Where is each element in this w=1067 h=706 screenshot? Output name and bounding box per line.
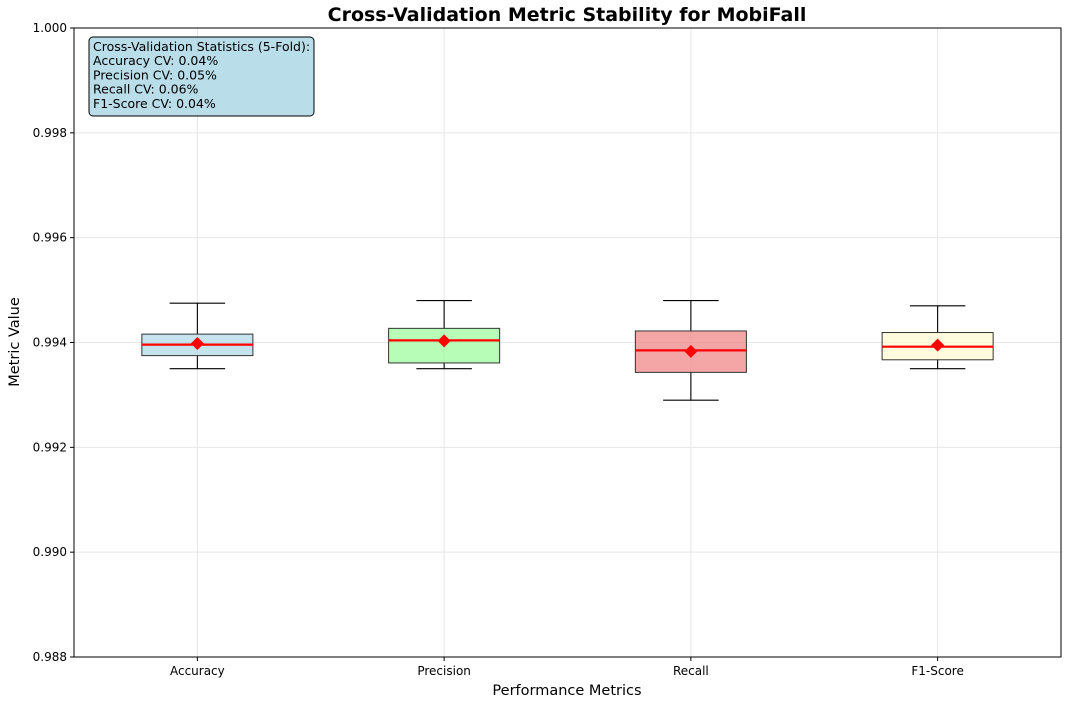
y-axis-label: Metric Value xyxy=(7,297,23,387)
x-axis-label: Performance Metrics xyxy=(492,683,641,699)
mean-marker xyxy=(684,344,698,358)
y-tick-label: 0.996 xyxy=(33,231,67,245)
y-axis: 0.988 0.990 0.992 0.994 0.996 0.998 1.000 xyxy=(33,21,74,664)
y-tick-label: 0.988 xyxy=(33,650,67,664)
box-plot-accuracy xyxy=(141,302,254,370)
x-tick-label: F1-Score xyxy=(911,664,963,678)
box-plots xyxy=(141,300,994,401)
y-tick-label: 1.000 xyxy=(33,21,67,35)
x-tick-label: Recall xyxy=(673,664,709,678)
stats-line: Accuracy CV: 0.04% xyxy=(93,53,218,68)
x-axis: Accuracy Precision Recall F1-Score xyxy=(170,657,964,678)
box-plot-f1-score xyxy=(881,305,994,370)
box-plot-recall xyxy=(634,300,747,401)
stats-line: F1-Score CV: 0.04% xyxy=(93,96,216,111)
y-tick-label: 0.990 xyxy=(33,545,67,559)
y-tick-label: 0.994 xyxy=(33,336,67,350)
stats-line: Recall CV: 0.06% xyxy=(93,82,199,97)
y-tick-label: 0.998 xyxy=(33,126,67,140)
box-plot-precision xyxy=(388,300,501,370)
stats-line: Cross-Validation Statistics (5-Fold): xyxy=(93,39,310,54)
x-tick-label: Accuracy xyxy=(170,664,225,678)
stats-box-background xyxy=(88,36,315,117)
mean-marker xyxy=(437,334,451,348)
mean-marker xyxy=(190,337,204,351)
y-tick-label: 0.992 xyxy=(33,440,67,454)
mean-marker xyxy=(931,338,945,352)
x-tick-label: Precision xyxy=(417,664,471,678)
stats-line: Precision CV: 0.05% xyxy=(93,67,217,82)
chart-title: Cross-Validation Metric Stability for Mo… xyxy=(328,4,807,26)
stats-box: Cross-Validation Statistics (5-Fold):Acc… xyxy=(88,36,315,117)
